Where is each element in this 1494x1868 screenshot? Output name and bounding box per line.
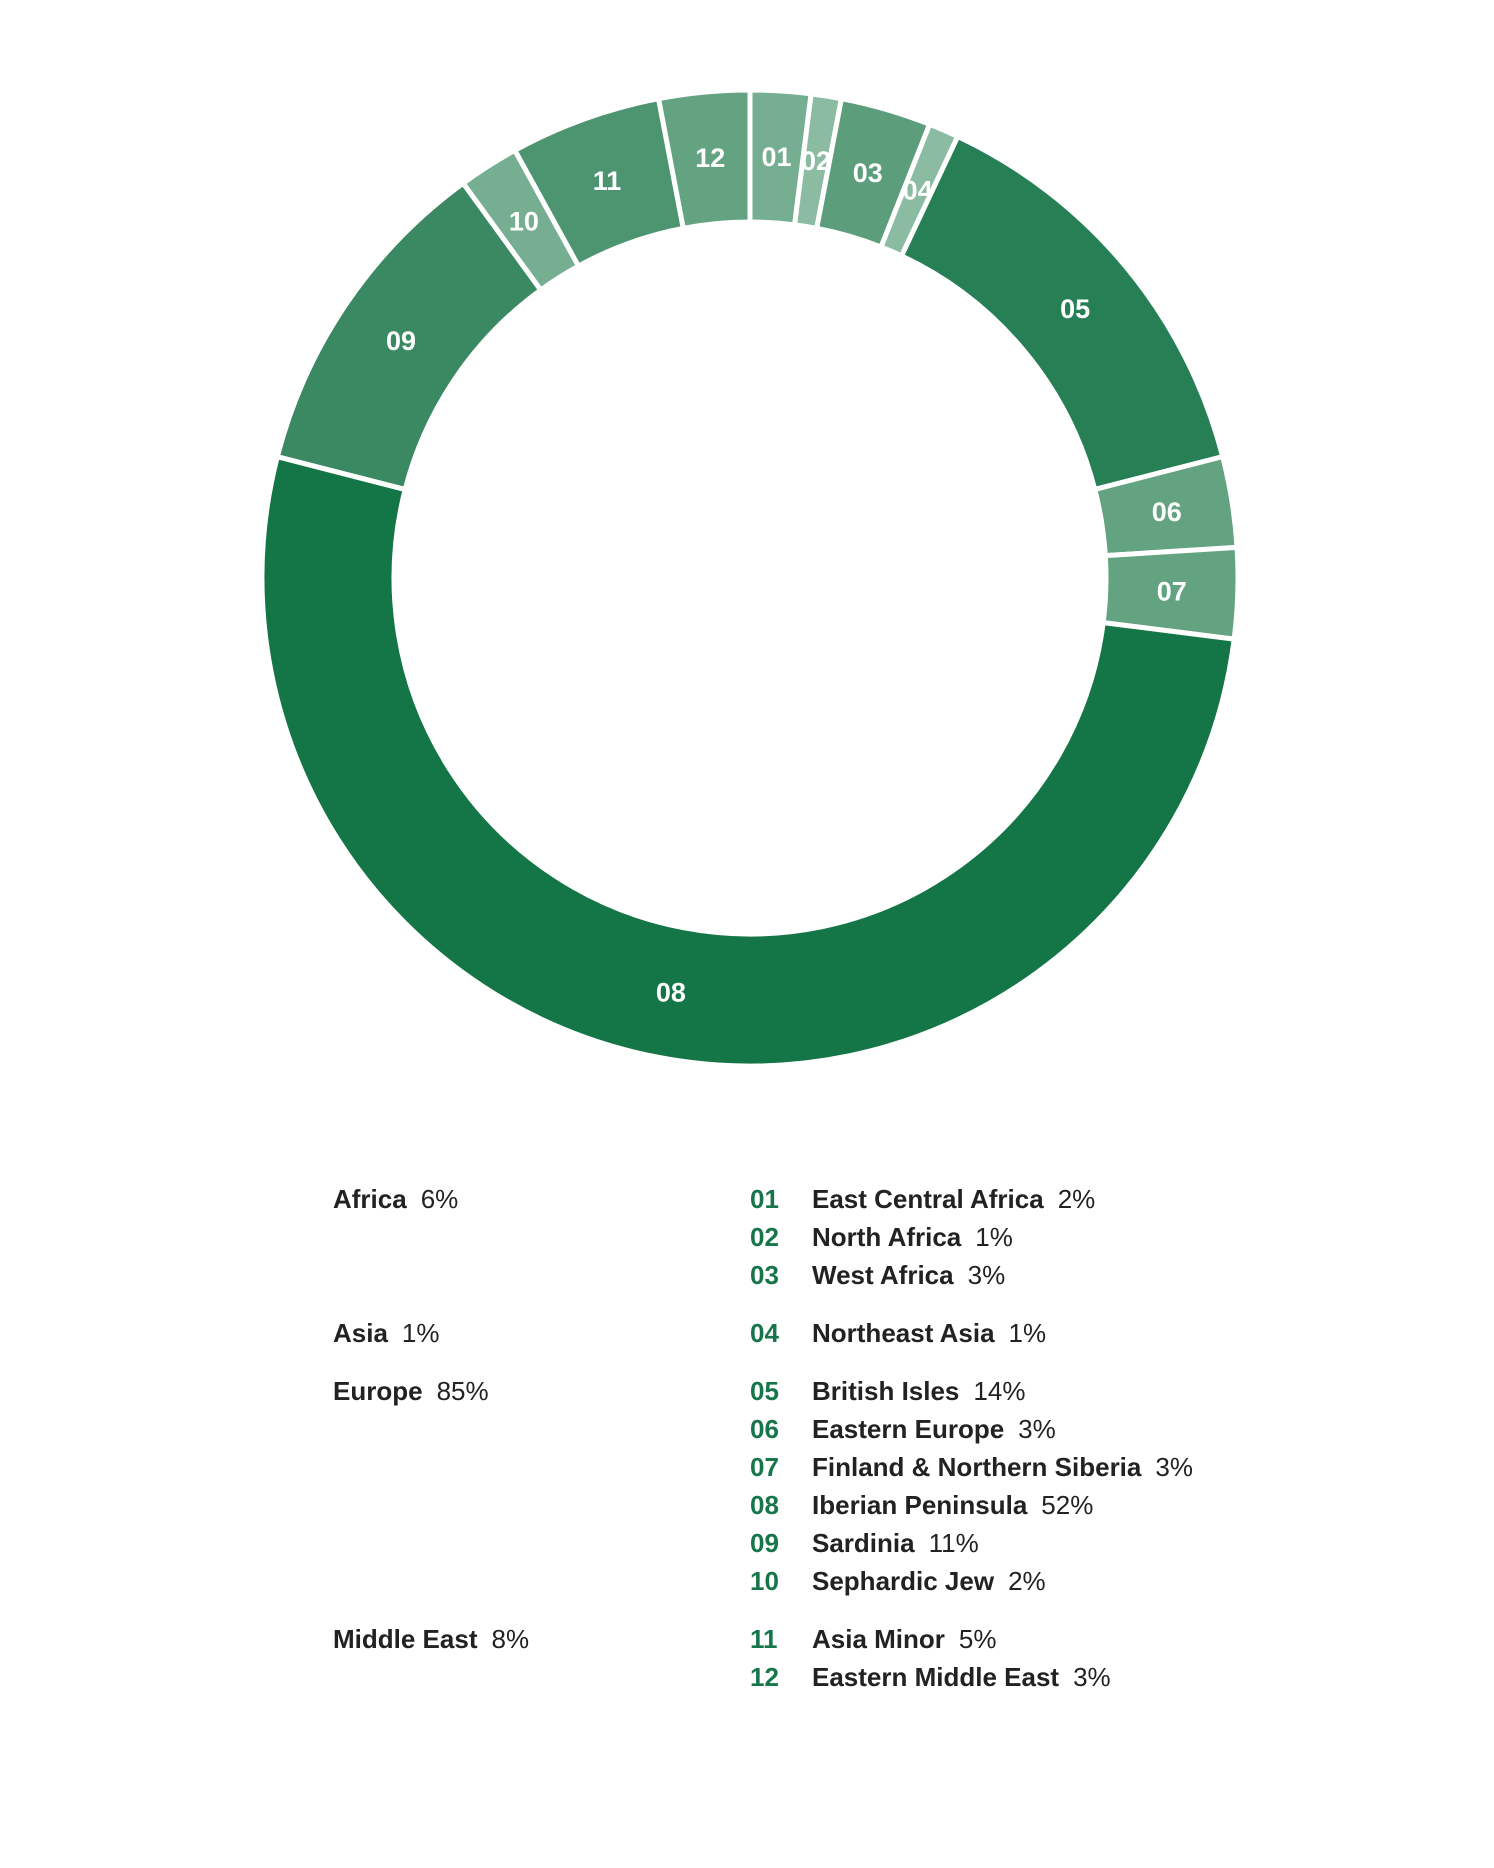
legend-number: 05 (750, 1376, 779, 1406)
slice-label-04: 04 (903, 176, 933, 206)
legend-percent: 2% (1008, 1566, 1046, 1596)
slice-label-02: 02 (801, 146, 831, 176)
region-name: Africa (333, 1184, 407, 1214)
legend-number: 08 (750, 1490, 779, 1520)
legend-item-12: 12 Eastern Middle East 3% (750, 1658, 1111, 1696)
legend-percent: 3% (1155, 1452, 1193, 1482)
legend-number: 09 (750, 1528, 779, 1558)
slice-label-09: 09 (386, 326, 416, 356)
donut-chart: 01 02 03 04 05 06 07 08 09 10 11 12 (259, 87, 1241, 1069)
slice-label-05: 05 (1060, 294, 1090, 324)
legend-name: British Isles (812, 1376, 960, 1406)
region-percent: 6% (420, 1184, 459, 1214)
region-name: Asia (333, 1318, 388, 1348)
region-percent: 1% (401, 1318, 440, 1348)
legend-name: Iberian Peninsula (812, 1490, 1028, 1520)
legend-number: 04 (750, 1318, 779, 1348)
slice-label-10: 10 (509, 207, 539, 237)
slice-label-06: 06 (1152, 497, 1182, 527)
legend-number: 06 (750, 1414, 779, 1444)
legend-item-05: 05 British Isles 14% (750, 1372, 1025, 1410)
slice-label-01: 01 (761, 142, 791, 172)
legend-item-01: 01 East Central Africa 2% (750, 1180, 1095, 1218)
slice-label-03: 03 (853, 158, 883, 188)
legend-region-middle-east: Middle East 8% (333, 1620, 529, 1658)
legend-percent: 52% (1041, 1490, 1094, 1520)
slice-label-11: 11 (593, 166, 622, 196)
legend-name: Northeast Asia (812, 1318, 995, 1348)
legend-number: 12 (750, 1662, 779, 1692)
legend-name: Sardinia (812, 1528, 915, 1558)
legend-item-07: 07 Finland & Northern Siberia 3% (750, 1448, 1193, 1486)
donut-slice-labels: 01 02 03 04 05 06 07 08 09 10 11 12 (386, 142, 1187, 1008)
legend-percent: 3% (1073, 1662, 1111, 1692)
donut-slices (259, 87, 1241, 1069)
legend-percent: 11% (928, 1528, 979, 1558)
legend-region-asia: Asia 1% (333, 1314, 440, 1352)
legend-percent: 3% (967, 1260, 1006, 1290)
legend-percent: 14% (973, 1376, 1026, 1406)
legend-item-03: 03 West Africa 3% (750, 1256, 1005, 1294)
region-percent: 85% (436, 1376, 489, 1406)
legend-item-04: 04 Northeast Asia 1% (750, 1314, 1046, 1352)
legend-item-02: 02 North Africa 1% (750, 1218, 1013, 1256)
region-percent: 8% (491, 1624, 530, 1654)
legend-name: North Africa (812, 1222, 962, 1252)
legend-item-10: 10 Sephardic Jew 2% (750, 1562, 1046, 1600)
legend-item-08: 08 Iberian Peninsula 52% (750, 1486, 1093, 1524)
legend-percent: 3% (1018, 1414, 1056, 1444)
legend-name: West Africa (812, 1260, 954, 1290)
legend-name: Eastern Europe (812, 1414, 1005, 1444)
donut-slice-08 (259, 453, 1237, 1069)
slice-label-12: 12 (695, 143, 725, 173)
legend-percent: 1% (975, 1222, 1013, 1252)
legend-name: Asia Minor (812, 1624, 945, 1654)
legend-number: 01 (750, 1184, 779, 1214)
legend-percent: 1% (1008, 1318, 1047, 1348)
slice-label-07: 07 (1157, 576, 1187, 606)
legend-percent: 2% (1057, 1184, 1096, 1214)
legend-item-09: 09 Sardinia 11% (750, 1524, 979, 1562)
donut-slice-12 (655, 87, 753, 232)
legend-item-06: 06 Eastern Europe 3% (750, 1410, 1056, 1448)
region-name: Middle East (333, 1624, 478, 1654)
legend-name: East Central Africa (812, 1184, 1044, 1214)
legend-region-africa: Africa 6% (333, 1180, 458, 1218)
legend-name: Finland & Northern Siberia (812, 1452, 1142, 1482)
legend-item-11: 11 Asia Minor 5% (750, 1620, 997, 1658)
legend-name: Eastern Middle East (812, 1662, 1060, 1692)
legend-region-europe: Europe 85% (333, 1372, 489, 1410)
legend-number: 03 (750, 1260, 779, 1290)
legend-number: 07 (750, 1452, 779, 1482)
legend-number: 11 (750, 1624, 778, 1654)
legend-number: 02 (750, 1222, 779, 1252)
legend-number: 10 (750, 1566, 779, 1596)
legend-percent: 5% (958, 1624, 997, 1654)
slice-label-08: 08 (656, 978, 686, 1008)
region-name: Europe (333, 1376, 423, 1406)
legend-name: Sephardic Jew (812, 1566, 995, 1596)
